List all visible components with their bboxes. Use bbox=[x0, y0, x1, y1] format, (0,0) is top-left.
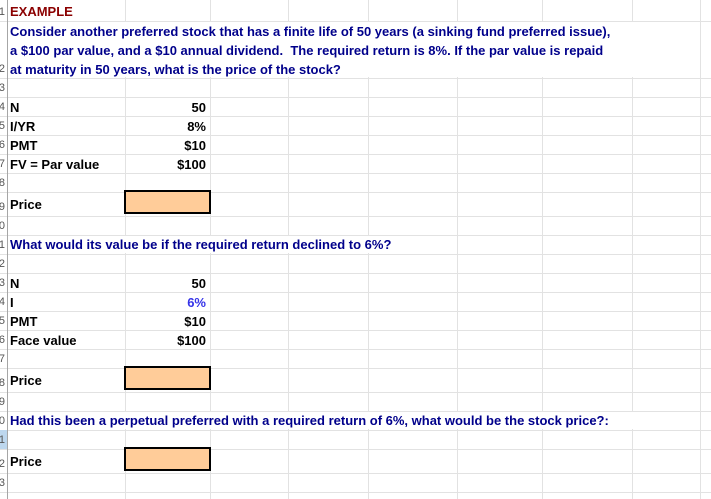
s2-face-label[interactable]: Face value bbox=[10, 333, 77, 348]
s3-price-answer-cell[interactable] bbox=[124, 447, 211, 471]
gridline-h bbox=[0, 430, 711, 431]
gridline-h bbox=[0, 216, 711, 217]
row-header[interactable]: 13 bbox=[0, 277, 5, 290]
row-header[interactable]: 1 bbox=[0, 6, 5, 19]
s2-i-label[interactable]: I bbox=[10, 295, 14, 310]
gridline-h bbox=[0, 154, 711, 155]
s1-price-answer-cell[interactable] bbox=[124, 190, 211, 214]
row-header[interactable]: 22 bbox=[0, 458, 5, 471]
s2-price-answer-cell[interactable] bbox=[124, 366, 211, 390]
row-header[interactable]: 18 bbox=[0, 377, 5, 390]
s1-iyr-label[interactable]: I/YR bbox=[10, 119, 36, 134]
s2-question[interactable]: What would its value be if the required … bbox=[10, 237, 392, 252]
gridline-h bbox=[0, 368, 711, 369]
row-header-strip: 1 2 3 4 5 6 7 8 9 10 11 12 13 14 15 16 1… bbox=[0, 0, 8, 499]
gridline-v bbox=[700, 0, 701, 499]
s2-pmt-label[interactable]: PMT bbox=[10, 314, 38, 329]
gridline-h bbox=[0, 254, 711, 255]
s2-n-label[interactable]: N bbox=[10, 276, 20, 291]
gridline-h bbox=[0, 473, 711, 474]
s1-pmt-label[interactable]: PMT bbox=[10, 138, 38, 153]
s2-n-value[interactable]: 50 bbox=[191, 276, 206, 291]
s1-pmt-value[interactable]: $10 bbox=[184, 138, 206, 153]
gridline-h bbox=[0, 21, 711, 22]
s3-question[interactable]: Had this been a perpetual preferred with… bbox=[10, 413, 609, 428]
row-header[interactable]: 14 bbox=[0, 296, 5, 309]
row-header[interactable]: 6 bbox=[0, 139, 5, 152]
selected-row-highlight bbox=[0, 430, 7, 449]
row-header[interactable]: 10 bbox=[0, 220, 5, 233]
gridline-h bbox=[0, 273, 711, 274]
cell-title-example[interactable]: EXAMPLE bbox=[10, 4, 73, 19]
s1-price-label[interactable]: Price bbox=[10, 197, 42, 212]
gridline-h bbox=[0, 311, 711, 312]
gridline-h bbox=[0, 97, 711, 98]
gridline-h bbox=[0, 411, 711, 412]
gridline-h bbox=[0, 449, 711, 450]
problem-line: a $100 par value, and a $10 annual divid… bbox=[10, 43, 604, 58]
row-header[interactable]: 23 bbox=[0, 477, 5, 490]
s2-face-value[interactable]: $100 bbox=[177, 333, 206, 348]
overflow-text-background bbox=[9, 412, 697, 429]
gridline-h bbox=[0, 78, 711, 79]
s2-pmt-value[interactable]: $10 bbox=[184, 314, 206, 329]
row-header[interactable]: 4 bbox=[0, 101, 5, 114]
gridline-v bbox=[457, 0, 458, 499]
cell-problem-statement[interactable]: Consider another preferred stock that ha… bbox=[10, 22, 610, 79]
row-header[interactable]: 11 bbox=[0, 239, 5, 252]
gridline-h bbox=[0, 392, 711, 393]
overflow-text-background bbox=[9, 236, 429, 253]
gridline-h bbox=[0, 292, 711, 293]
row-header[interactable]: 17 bbox=[0, 353, 5, 366]
problem-line: at maturity in 50 years, what is the pri… bbox=[10, 62, 341, 77]
s3-price-label[interactable]: Price bbox=[10, 454, 42, 469]
row-header[interactable]: 19 bbox=[0, 396, 5, 409]
s1-n-label[interactable]: N bbox=[10, 100, 20, 115]
row-header[interactable]: 8 bbox=[0, 177, 5, 190]
gridline-v bbox=[542, 0, 543, 499]
row-header[interactable]: 20 bbox=[0, 415, 5, 428]
row-header[interactable]: 16 bbox=[0, 334, 5, 347]
s1-n-value[interactable]: 50 bbox=[191, 100, 206, 115]
gridline-h bbox=[0, 235, 711, 236]
gridline-h bbox=[0, 135, 711, 136]
s2-i-value[interactable]: 6% bbox=[187, 295, 206, 310]
s2-price-label[interactable]: Price bbox=[10, 373, 42, 388]
gridline-v bbox=[632, 0, 633, 499]
gridline-h bbox=[0, 349, 711, 350]
row-header[interactable]: 9 bbox=[0, 201, 5, 214]
row-header[interactable]: 12 bbox=[0, 258, 5, 271]
gridline-h bbox=[0, 330, 711, 331]
row-header[interactable]: 15 bbox=[0, 315, 5, 328]
row-header[interactable]: 7 bbox=[0, 158, 5, 171]
row-header[interactable]: 2 bbox=[0, 63, 5, 76]
problem-line: Consider another preferred stock that ha… bbox=[10, 24, 611, 39]
s1-fv-value[interactable]: $100 bbox=[177, 157, 206, 172]
row-header[interactable]: 3 bbox=[0, 82, 5, 95]
s1-iyr-value[interactable]: 8% bbox=[187, 119, 206, 134]
gridline-h bbox=[0, 492, 711, 493]
merged-cell-background bbox=[9, 22, 697, 77]
row-header[interactable]: 5 bbox=[0, 120, 5, 133]
gridline-h bbox=[0, 192, 711, 193]
gridline-h bbox=[0, 116, 711, 117]
s1-fv-label[interactable]: FV = Par value bbox=[10, 157, 100, 172]
row-header[interactable]: 21 bbox=[0, 434, 5, 447]
gridline-h bbox=[0, 173, 711, 174]
